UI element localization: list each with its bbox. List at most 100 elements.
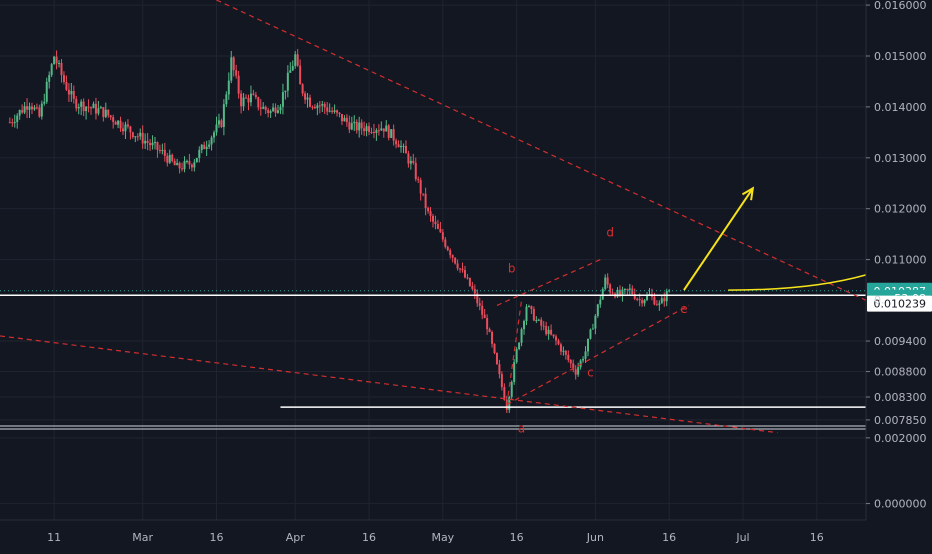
candle-body xyxy=(200,144,203,150)
candle-body xyxy=(412,160,415,163)
candle-body xyxy=(641,300,644,304)
candle-body xyxy=(493,343,496,354)
candle-body xyxy=(35,107,38,109)
candle-body xyxy=(345,117,348,123)
candle-body xyxy=(119,120,122,129)
candle-body xyxy=(58,62,61,64)
candle-body xyxy=(338,112,341,115)
candle-body xyxy=(525,306,528,322)
candle-body xyxy=(370,131,373,133)
y-tick-label: 0.002000 xyxy=(874,432,927,445)
candle-body xyxy=(203,144,206,150)
candle-body xyxy=(43,101,46,104)
candle-body xyxy=(397,144,400,148)
candle-body xyxy=(419,180,422,194)
candle-body xyxy=(559,344,562,352)
candle-body xyxy=(660,298,663,304)
projection-arrow-head xyxy=(741,186,755,201)
wave-label-d: d xyxy=(606,226,614,240)
candle-body xyxy=(414,162,417,180)
candle-body xyxy=(621,289,624,296)
candle-body xyxy=(547,329,550,335)
candle-body xyxy=(422,193,425,195)
candle-body xyxy=(301,84,304,94)
candle-body xyxy=(87,106,90,108)
y-tick-label: 0.012000 xyxy=(874,203,927,216)
candle-body xyxy=(77,106,80,109)
candle-body xyxy=(550,329,553,335)
candle-body xyxy=(272,107,275,112)
x-tick-label: Mar xyxy=(132,531,153,544)
candle-body xyxy=(112,117,115,122)
candle-body xyxy=(213,132,216,138)
y-tick-label: 0.011000 xyxy=(874,254,927,267)
price-axis[interactable] xyxy=(866,0,932,550)
candle-body xyxy=(348,122,351,130)
candle-body xyxy=(158,149,161,151)
candle-body xyxy=(557,340,560,345)
candle-body xyxy=(168,154,171,163)
candle-body xyxy=(269,111,272,113)
candle-body xyxy=(55,56,58,64)
candle-body xyxy=(131,132,134,138)
candle-body xyxy=(286,72,289,91)
candle-body xyxy=(606,277,609,285)
candle-body xyxy=(628,288,631,290)
candle-body xyxy=(208,144,211,147)
candle-body xyxy=(323,103,326,108)
candle-body xyxy=(67,89,70,95)
candle-body xyxy=(427,208,430,212)
wave-label-a: a xyxy=(518,422,525,436)
candle-body xyxy=(21,110,24,113)
candle-body xyxy=(183,160,186,170)
partial-price-label: 0. xyxy=(874,293,885,306)
candle-body xyxy=(599,299,602,305)
candle-body xyxy=(564,350,567,355)
candle-body xyxy=(149,142,152,146)
candle-body xyxy=(102,107,105,117)
candle-body xyxy=(181,168,184,170)
candle-body xyxy=(92,103,95,109)
candle-body xyxy=(473,288,476,294)
x-tick-label: Apr xyxy=(286,531,306,544)
candle-body xyxy=(390,129,393,138)
candle-body xyxy=(586,338,589,352)
candle-body xyxy=(663,298,666,302)
candle-body xyxy=(173,160,176,166)
projection-curve xyxy=(728,274,867,291)
candle-body xyxy=(13,122,16,124)
candle-body xyxy=(527,306,530,308)
candle-body xyxy=(294,54,297,67)
candle-body xyxy=(665,291,668,302)
candle-body xyxy=(358,122,361,131)
candle-body xyxy=(321,103,324,106)
candle-body xyxy=(254,94,257,98)
candle-body xyxy=(163,149,166,156)
candle-body xyxy=(483,314,486,319)
candle-body xyxy=(65,82,68,90)
candle-body xyxy=(417,179,420,181)
candle-body xyxy=(350,123,353,130)
candle-body xyxy=(409,160,412,164)
candle-body xyxy=(308,97,311,107)
candle-body xyxy=(134,136,137,138)
candle-body xyxy=(611,292,614,294)
candle-body xyxy=(623,288,626,290)
candle-body xyxy=(97,108,100,114)
candle-body xyxy=(478,303,481,306)
candle-body xyxy=(230,57,233,81)
candle-body xyxy=(360,122,363,129)
candle-body xyxy=(646,295,649,300)
candle-body xyxy=(141,132,144,144)
candle-body xyxy=(636,298,639,300)
candle-body xyxy=(178,162,181,169)
candle-body xyxy=(188,160,191,165)
candle-body xyxy=(582,358,585,361)
candle-body xyxy=(85,106,88,112)
candle-body xyxy=(279,106,282,111)
candle-body xyxy=(190,164,193,168)
candle-body xyxy=(107,109,110,116)
candle-body xyxy=(395,140,398,145)
